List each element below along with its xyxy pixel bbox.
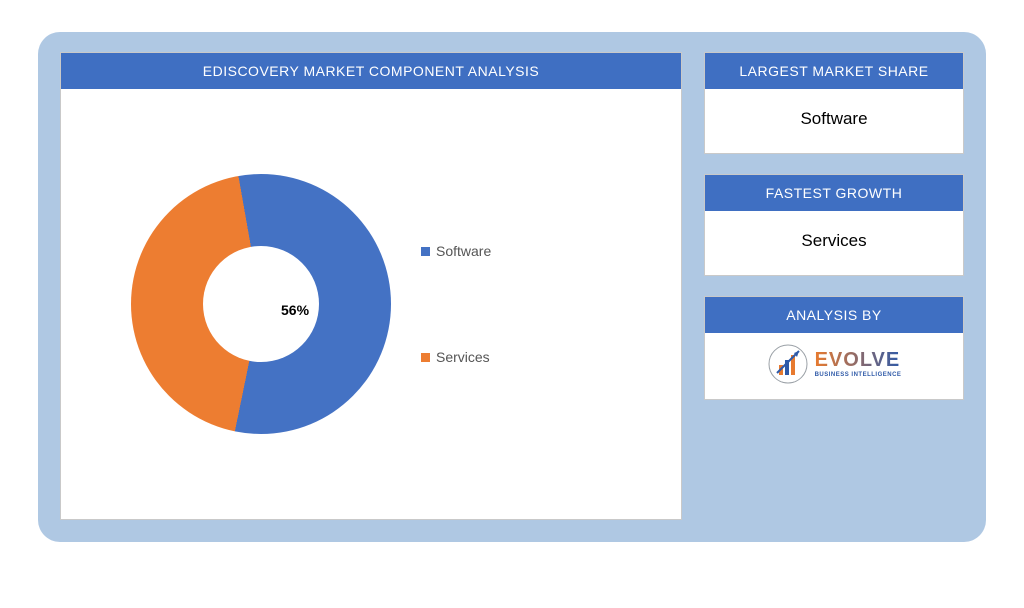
logo-main-text: EVOLVE	[815, 350, 902, 370]
fastest-growth-card: FASTEST GROWTH Services	[704, 174, 964, 276]
card-title: ANALYSIS BY	[705, 297, 963, 333]
logo-text: EVOLVE BUSINESS INTELLIGENCE	[815, 350, 902, 378]
evolve-logo: EVOLVE BUSINESS INTELLIGENCE	[767, 343, 902, 385]
donut-ring	[131, 174, 391, 434]
chart-title: EDISCOVERY MARKET COMPONENT ANALYSIS	[61, 53, 681, 89]
legend-swatch-icon	[421, 247, 430, 256]
chart-area: 56% Software Services	[61, 89, 681, 519]
donut-chart: 56%	[131, 174, 391, 434]
legend-swatch-icon	[421, 353, 430, 362]
chart-panel: EDISCOVERY MARKET COMPONENT ANALYSIS 56%…	[60, 52, 682, 520]
legend-item: Services	[421, 349, 491, 365]
logo-container: EVOLVE BUSINESS INTELLIGENCE	[705, 333, 963, 399]
card-value: Software	[705, 89, 963, 153]
legend-label: Services	[436, 349, 490, 365]
card-title: LARGEST MARKET SHARE	[705, 53, 963, 89]
side-cards: LARGEST MARKET SHARE Software FASTEST GR…	[704, 52, 964, 520]
card-title: FASTEST GROWTH	[705, 175, 963, 211]
legend-label: Software	[436, 243, 491, 259]
logo-mark-icon	[767, 343, 809, 385]
largest-share-card: LARGEST MARKET SHARE Software	[704, 52, 964, 154]
dashboard-container: EDISCOVERY MARKET COMPONENT ANALYSIS 56%…	[38, 32, 986, 542]
legend-item: Software	[421, 243, 491, 259]
slice-percent-label: 56%	[281, 302, 309, 318]
logo-sub-text: BUSINESS INTELLIGENCE	[815, 372, 902, 378]
chart-legend: Software Services	[421, 243, 491, 365]
analysis-by-card: ANALYSIS BY EVOLVE	[704, 296, 964, 400]
card-value: Services	[705, 211, 963, 275]
